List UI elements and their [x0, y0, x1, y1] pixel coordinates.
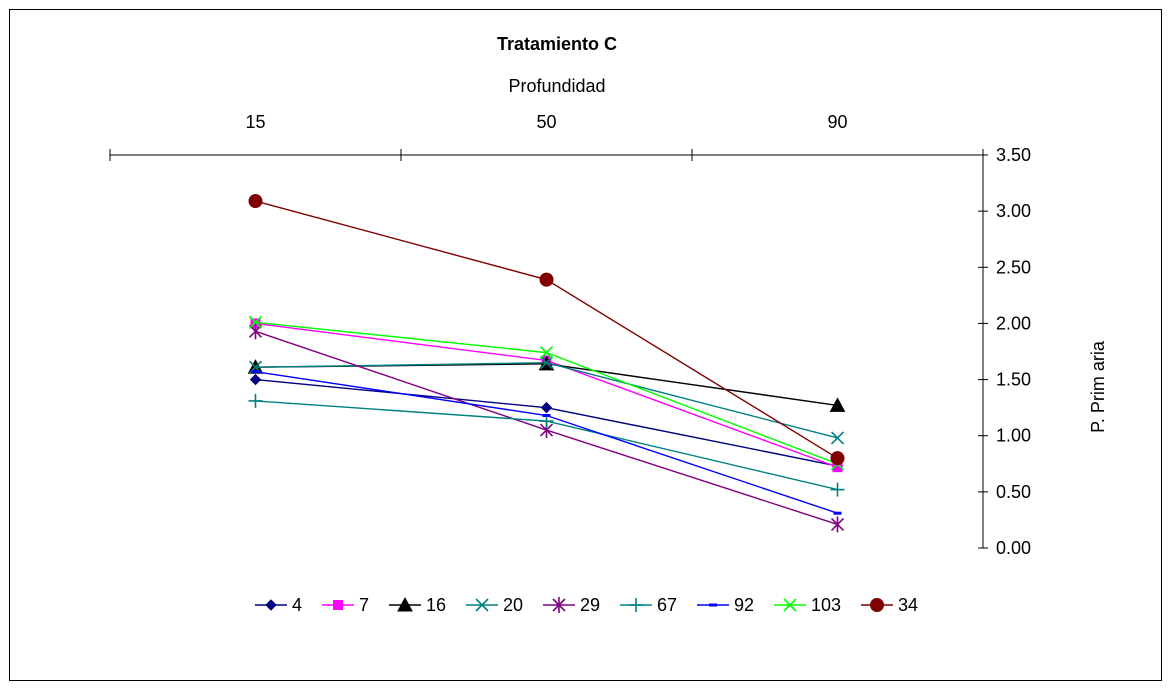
y-axis-title: P. Prim aria [1088, 340, 1108, 433]
series-92 [251, 370, 842, 515]
data-point-stroke [248, 315, 263, 329]
data-point-shape [539, 272, 554, 287]
legend-item: 29 [543, 595, 600, 615]
data-point [829, 397, 846, 412]
legend-marker-stroke [475, 598, 489, 612]
series-line [255, 322, 838, 468]
y-tick-label: 2.00 [996, 313, 1031, 333]
legend-label: 7 [359, 595, 369, 615]
x-axis: 15 50 90 [109, 112, 984, 161]
plot-series [247, 194, 846, 533]
data-point [830, 482, 845, 497]
legend-marker [552, 597, 566, 613]
y-tick-label: 1.00 [996, 426, 1031, 446]
data-point-shape [248, 194, 263, 209]
data-point [539, 356, 554, 370]
data-point [830, 451, 845, 466]
data-point-shape [540, 401, 553, 414]
chart-area [9, 9, 1162, 681]
y-tick-label: 3.50 [996, 145, 1031, 165]
legend-marker-shape [870, 598, 884, 612]
data-point [248, 315, 263, 329]
data-point [830, 516, 845, 533]
data-point-stroke [539, 346, 554, 360]
data-point [539, 346, 554, 360]
legend-marker [397, 596, 413, 612]
legend-label: 20 [503, 595, 523, 615]
legend-label: 34 [898, 595, 918, 615]
chart-title: Tratamiento C [497, 34, 617, 54]
data-point-stroke [830, 431, 845, 445]
legend-item: 7 [322, 595, 369, 615]
legend-label: 67 [657, 595, 677, 615]
legend-label: 16 [426, 595, 446, 615]
data-point [830, 431, 845, 445]
legend-marker [333, 600, 343, 610]
series-34 [248, 194, 845, 466]
data-point-stroke [539, 356, 554, 370]
legend-item: 67 [620, 595, 677, 615]
y-tick-label: 3.00 [996, 201, 1031, 221]
legend-marker-stroke [783, 598, 797, 612]
series-67 [248, 393, 845, 497]
legend-item: 103 [774, 595, 841, 615]
y-axis: 0.00 0.50 1.00 1.50 2.00 2.50 3.00 3.50 [978, 145, 1031, 558]
y-tick-label: 2.50 [996, 257, 1031, 277]
legend-label: 4 [292, 595, 302, 615]
legend-marker-shape [265, 599, 277, 611]
legend-label: 92 [734, 595, 754, 615]
x-axis-title: Profundidad [508, 76, 605, 96]
data-point-shape [249, 373, 262, 386]
y-tick-label: 1.50 [996, 370, 1031, 390]
legend-marker [265, 599, 277, 611]
series-103 [248, 315, 845, 471]
data-point [540, 401, 553, 414]
data-point [539, 272, 554, 287]
data-point [248, 393, 263, 408]
legend-item: 92 [697, 595, 754, 615]
legend-label: 103 [811, 595, 841, 615]
legend-item: 4 [255, 595, 302, 615]
legend-item: 20 [466, 595, 523, 615]
x-tick-label: 50 [536, 112, 556, 132]
data-point [248, 194, 263, 209]
legend-marker [870, 598, 884, 612]
legend-marker [783, 598, 797, 612]
legend-label: 29 [580, 595, 600, 615]
data-point-shape [829, 397, 846, 412]
legend-marker-shape [333, 600, 343, 610]
series-20 [248, 356, 845, 445]
x-tick-label: 15 [245, 112, 265, 132]
data-point [249, 373, 262, 386]
legend-marker [475, 598, 489, 612]
x-tick-label: 90 [827, 112, 847, 132]
legend-item: 16 [389, 595, 446, 615]
legend-marker [629, 598, 643, 612]
y-tick-label: 0.50 [996, 482, 1031, 502]
data-point-shape [830, 451, 845, 466]
legend-item: 34 [861, 595, 918, 615]
legend-marker-shape [397, 596, 413, 612]
legend: 4 7 16 20 29 67 92 103 34 [255, 595, 918, 615]
y-tick-label: 0.00 [996, 538, 1031, 558]
